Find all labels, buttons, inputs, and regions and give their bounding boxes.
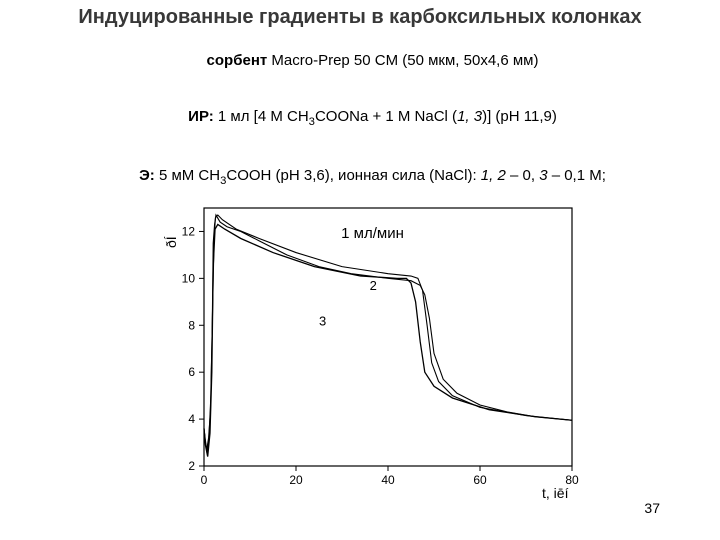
text: 1 мл [4 М CH (214, 108, 309, 125)
text: COOH (pH 3,6), ионная сила (NaCl): (226, 167, 480, 184)
title-block: Индуцированные градиенты в карбоксильных… (0, 0, 720, 29)
y-tick-label: 4 (188, 412, 195, 426)
label-sorbent: сорбент (207, 52, 268, 69)
text: – 0, (506, 167, 539, 184)
text: )] (рН 11,9) (482, 108, 557, 125)
text: – 0,1 М; (548, 167, 606, 184)
label-ir: ИР: (188, 108, 214, 125)
label-e: Э: (139, 167, 155, 184)
y-tick-label: 6 (188, 365, 195, 379)
cond-line-2: ИР: 1 мл [4 М CH3COONa + 1 M NaCl (1, 3)… (0, 89, 720, 148)
curve-label: 2 (370, 278, 377, 293)
text: Macro-Prep 50 CM (50 мкм, 50x4,6 мм) (267, 52, 538, 69)
text: COONa + 1 M NaCl ( (315, 108, 457, 125)
chart-svg: 02040608024681012t, iēíðÍ23 (160, 200, 580, 500)
italic: 1, 2 (481, 167, 506, 184)
x-tick-label: 0 (201, 473, 208, 487)
y-tick-label: 12 (182, 224, 196, 238)
chart-container: 02040608024681012t, iēíðÍ23 (160, 200, 580, 500)
x-tick-label: 60 (473, 473, 487, 487)
y-tick-label: 2 (188, 459, 195, 473)
text: 5 мМ CH (155, 167, 220, 184)
curve-label: 3 (319, 313, 326, 328)
cond-line-3: Э: 5 мМ CH 3 COOH (pH 3,6), ионная сила (N… (0, 148, 720, 207)
page-number: 37 (644, 500, 660, 516)
y-tick-label: 8 (188, 318, 195, 332)
italic: 3 (539, 167, 547, 184)
x-axis-title: t, iēí (542, 485, 569, 500)
series-2 (204, 215, 572, 454)
y-tick-label: 10 (182, 271, 196, 285)
cond-line-1: сорбент Macro-Prep 50 CM (50 мкм, 50x4,6… (0, 33, 720, 89)
series-3 (204, 224, 572, 456)
italic: 1, 3 (457, 108, 482, 125)
slide: { "title": { "text": "Индуцированные гра… (0, 0, 720, 540)
y-axis-title: ðÍ (163, 236, 179, 248)
x-tick-label: 40 (381, 473, 395, 487)
x-tick-label: 20 (289, 473, 303, 487)
page-title: Индуцированные градиенты в карбоксильных… (0, 6, 720, 29)
